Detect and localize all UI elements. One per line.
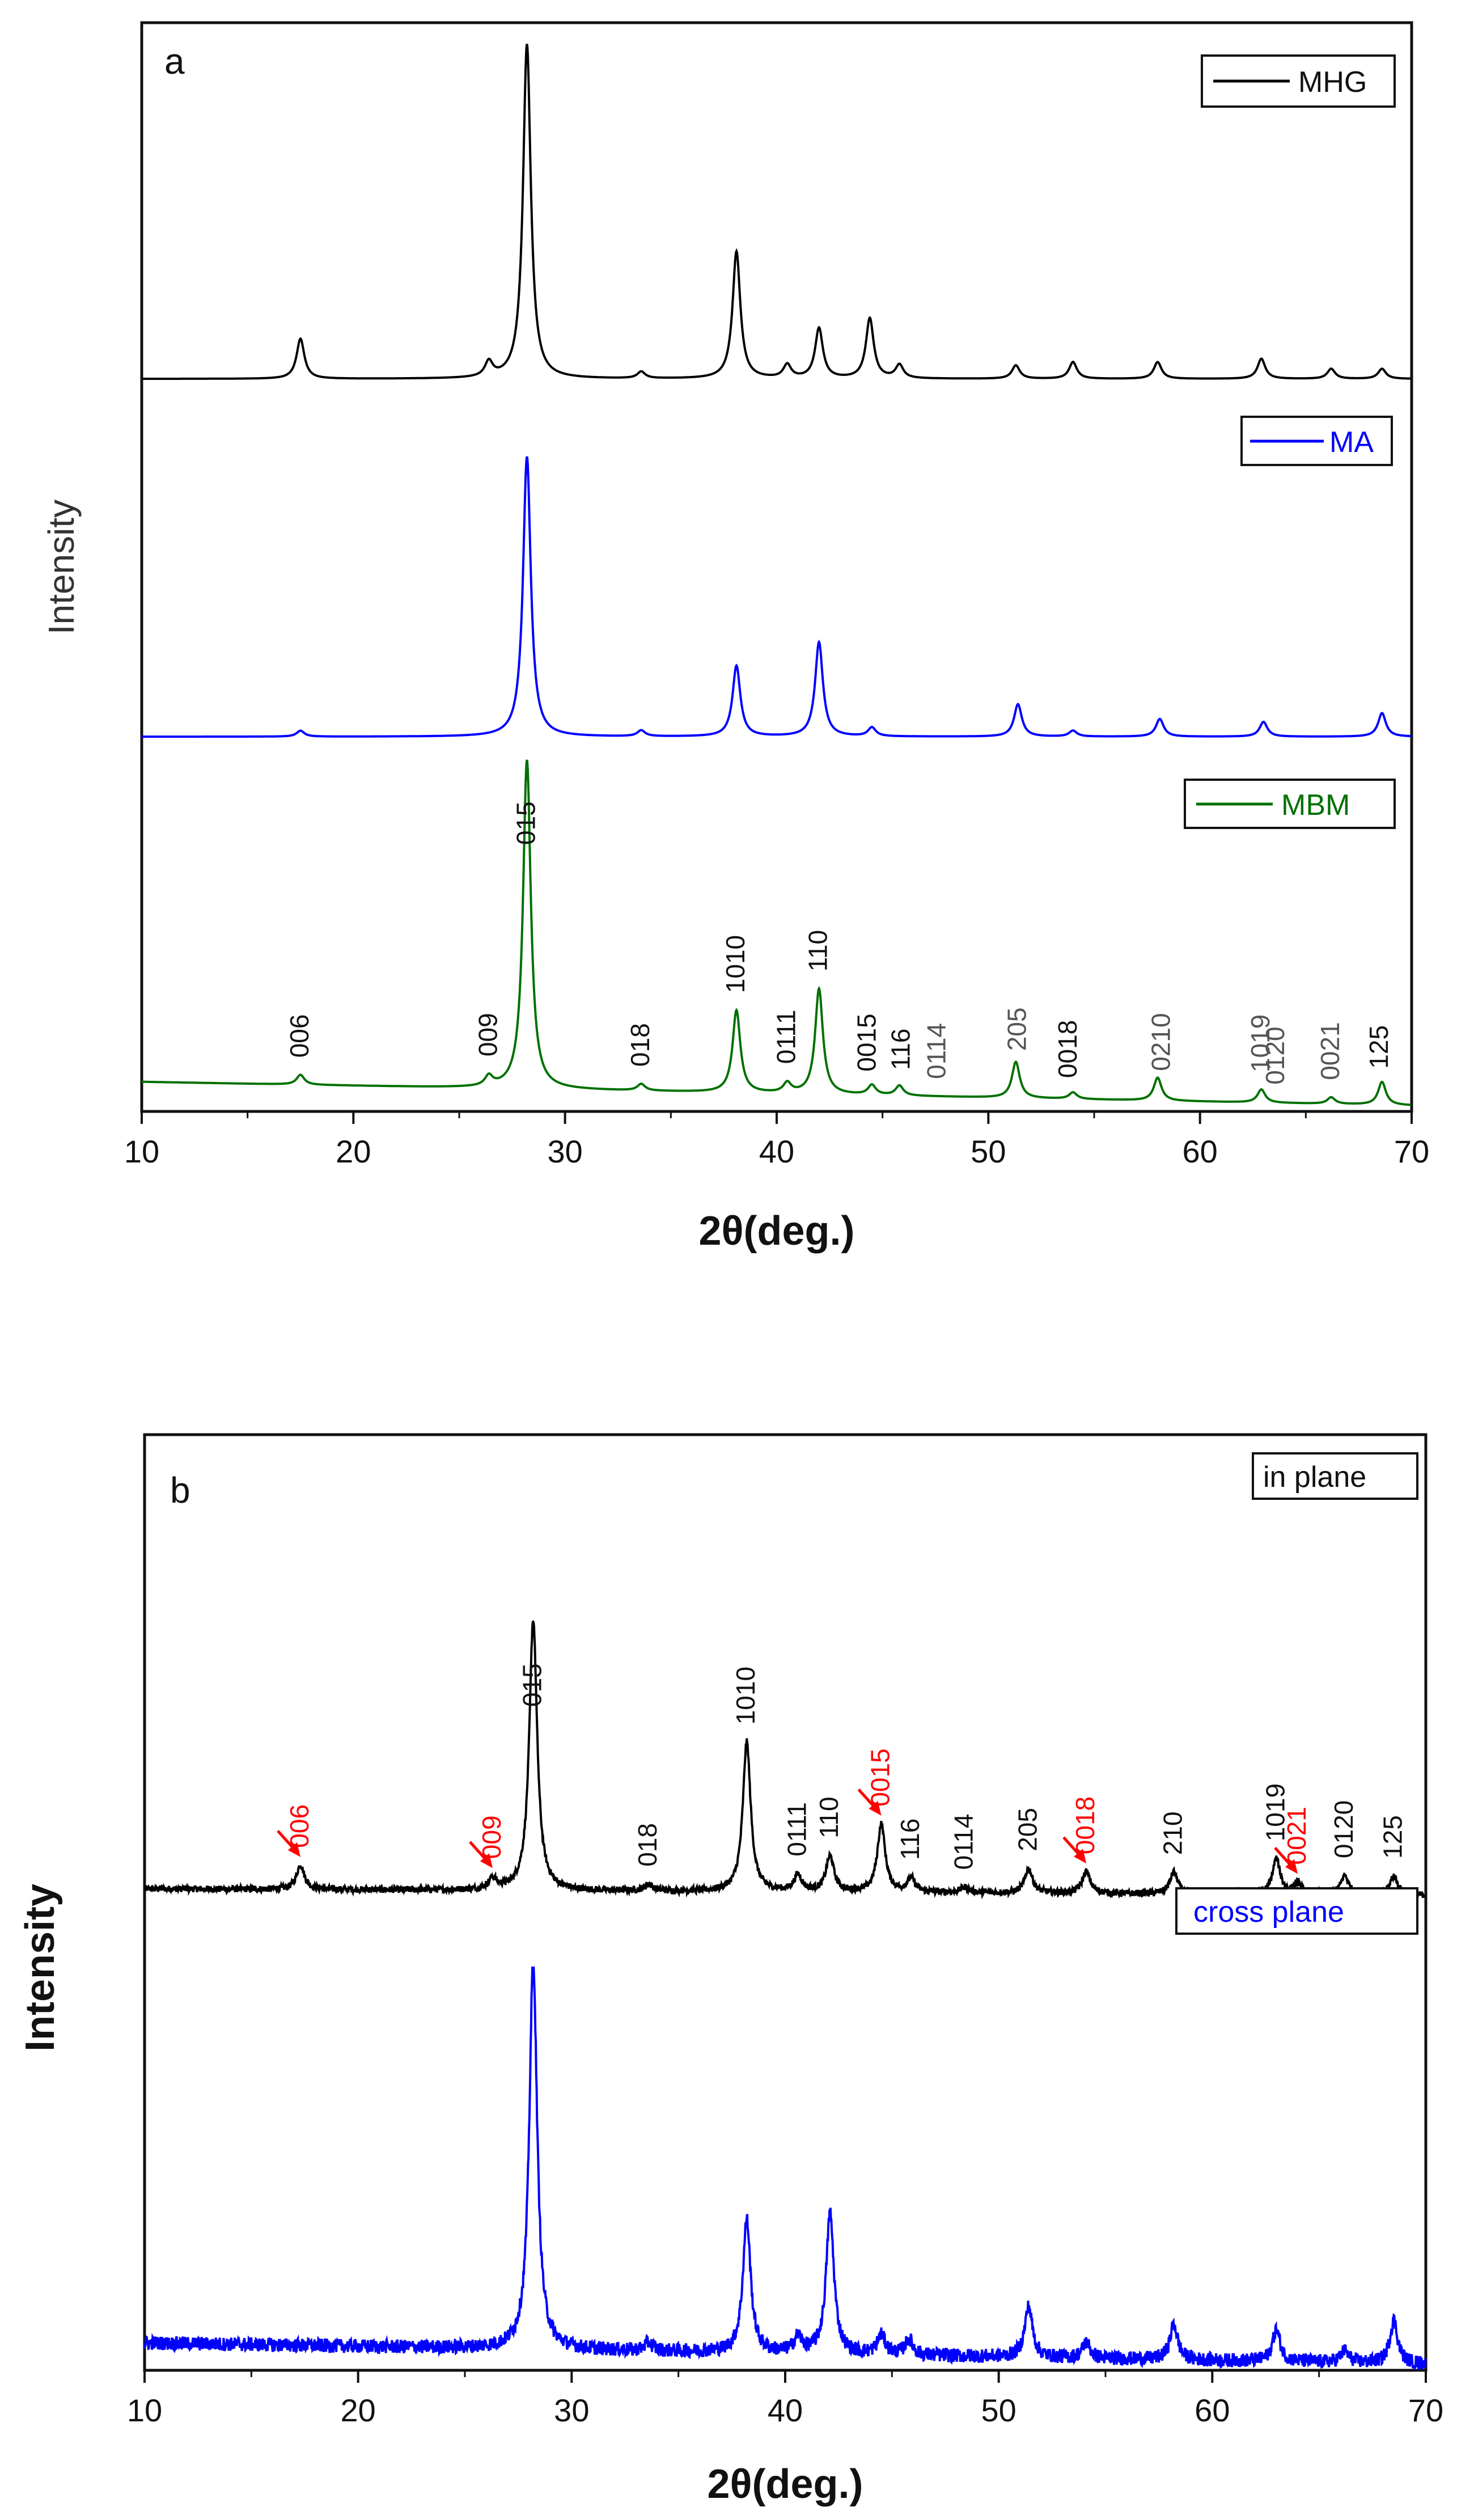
peak-label-0111: 0111 xyxy=(782,1802,812,1857)
series-mbm-line xyxy=(142,759,1412,1106)
peak-label-018: 018 xyxy=(633,1823,662,1867)
peak-arrow-head-006 xyxy=(287,1842,300,1857)
panel-b-spectra xyxy=(143,1620,1427,2371)
x-tick-label-10: 10 xyxy=(127,2392,162,2428)
panel-a-x-axis-title: 2θ(deg.) xyxy=(699,1208,855,1254)
peak-label-0021: 0021 xyxy=(1315,1022,1345,1080)
legend-in-plane-label: in plane xyxy=(1263,1461,1366,1494)
x-tick-label-20: 20 xyxy=(336,1134,371,1169)
peak-label-0120: 0120 xyxy=(1260,1026,1290,1084)
panel-a-frame xyxy=(140,21,1413,1113)
peak-label-0120: 0120 xyxy=(1329,1800,1358,1858)
panel-a-peak-labels: 006 009 015 018 1010 0111 110 0015 116 0114 205 001… xyxy=(285,801,1393,1084)
peak-label-1019: 1019 xyxy=(1260,1783,1290,1841)
panel-b-x-axis: 10 20 30 40 50 60 70 xyxy=(127,2370,1443,2428)
peak-label-0111: 0111 xyxy=(772,1010,801,1064)
x-tick-label-50: 50 xyxy=(971,1134,1006,1169)
peak-label-009: 009 xyxy=(473,1013,502,1056)
panel-a-label: a xyxy=(164,41,185,82)
peak-arrow-head-0015 xyxy=(869,1800,882,1816)
peak-label-0114: 0114 xyxy=(948,1813,978,1870)
x-tick-label-10: 10 xyxy=(124,1134,159,1169)
x-tick-label-30: 30 xyxy=(548,1134,583,1169)
peak-arrow-head-009 xyxy=(480,1853,493,1868)
series-ma-line xyxy=(142,456,1412,738)
legend-mbm: MBM xyxy=(1184,779,1396,829)
peak-label-015: 015 xyxy=(518,1663,547,1707)
peak-label-0015: 0015 xyxy=(866,1748,895,1806)
panel-b-label: b xyxy=(170,1470,190,1511)
peak-label-0015: 0015 xyxy=(852,1013,882,1071)
legend-mhg: MHG xyxy=(1201,54,1396,108)
peak-label-0114: 0114 xyxy=(922,1023,951,1079)
peak-label-009: 009 xyxy=(477,1815,506,1859)
peak-label-006: 006 xyxy=(285,1804,314,1848)
x-tick-label-60: 60 xyxy=(1183,1134,1218,1169)
peak-label-110: 110 xyxy=(803,930,833,971)
peak-label-0021: 0021 xyxy=(1282,1807,1311,1864)
x-tick-label-40: 40 xyxy=(768,2392,803,2428)
x-tick-label-30: 30 xyxy=(554,2392,589,2428)
peak-label-125: 125 xyxy=(1364,1025,1393,1069)
series-cross-plane-line xyxy=(143,1967,1427,2371)
x-tick-label-60: 60 xyxy=(1195,2392,1230,2428)
panel-a-spectra xyxy=(142,44,1412,1106)
peak-label-0018: 0018 xyxy=(1070,1796,1100,1854)
x-tick-label-40: 40 xyxy=(759,1134,794,1169)
peak-arrow-head-0021 xyxy=(1285,1859,1298,1874)
x-tick-label-70: 70 xyxy=(1394,1134,1429,1169)
peak-label-1010: 1010 xyxy=(731,1667,760,1724)
peak-label-015: 015 xyxy=(511,801,541,845)
panel-b-x-axis-title: 2θ(deg.) xyxy=(708,2462,863,2507)
legend-ma: MA xyxy=(1240,416,1393,466)
peak-arrow-head-0018 xyxy=(1074,1849,1087,1864)
peak-label-205: 205 xyxy=(1013,1808,1042,1851)
peak-label-210: 210 xyxy=(1158,1811,1188,1855)
peak-label-006: 006 xyxy=(285,1014,314,1058)
legend-in-plane-box xyxy=(1252,1452,1418,1500)
peak-label-125: 125 xyxy=(1378,1815,1408,1859)
peak-label-0018: 0018 xyxy=(1053,1020,1082,1078)
legend-cross-plane-box xyxy=(1175,1887,1418,1935)
panel-a-x-axis: 10 20 30 40 50 60 70 xyxy=(124,1111,1429,1169)
peak-label-1010: 1010 xyxy=(721,935,750,993)
peak-label-110: 110 xyxy=(814,1796,844,1838)
legend-cross-plane: cross plane xyxy=(1175,1887,1418,1935)
series-mhg-line xyxy=(142,44,1412,380)
x-tick-label-70: 70 xyxy=(1408,2392,1443,2428)
legend-cross-plane-label: cross plane xyxy=(1193,1896,1344,1929)
x-tick-label-50: 50 xyxy=(981,2392,1016,2428)
peak-label-1019: 1019 xyxy=(1246,1014,1275,1072)
panel-b-y-axis-title: Intensity xyxy=(18,1884,63,2052)
peak-label-116: 116 xyxy=(886,1029,915,1070)
peak-label-116: 116 xyxy=(895,1819,925,1860)
peak-label-018: 018 xyxy=(625,1023,655,1067)
panel-a-y-axis-title: Intensity xyxy=(41,500,82,635)
legend-mbm-label: MBM xyxy=(1281,789,1350,822)
peak-label-205: 205 xyxy=(1002,1008,1032,1051)
x-tick-label-20: 20 xyxy=(341,2392,376,2428)
peak-label-0210: 0210 xyxy=(1146,1013,1176,1071)
legend-ma-label: MA xyxy=(1329,426,1374,459)
legend-mhg-label: MHG xyxy=(1298,66,1367,99)
legend-in-plane: in plane xyxy=(1252,1452,1418,1500)
